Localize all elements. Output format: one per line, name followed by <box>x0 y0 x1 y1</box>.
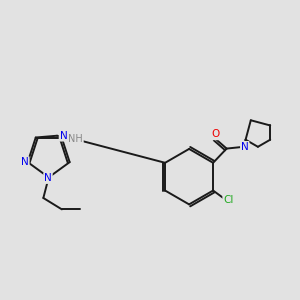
Text: N: N <box>44 173 52 183</box>
Text: NH: NH <box>68 134 83 144</box>
Text: O: O <box>211 129 219 140</box>
Text: Cl: Cl <box>223 196 234 206</box>
Text: N: N <box>21 157 29 167</box>
Text: N: N <box>241 142 249 152</box>
Text: N: N <box>59 131 67 141</box>
